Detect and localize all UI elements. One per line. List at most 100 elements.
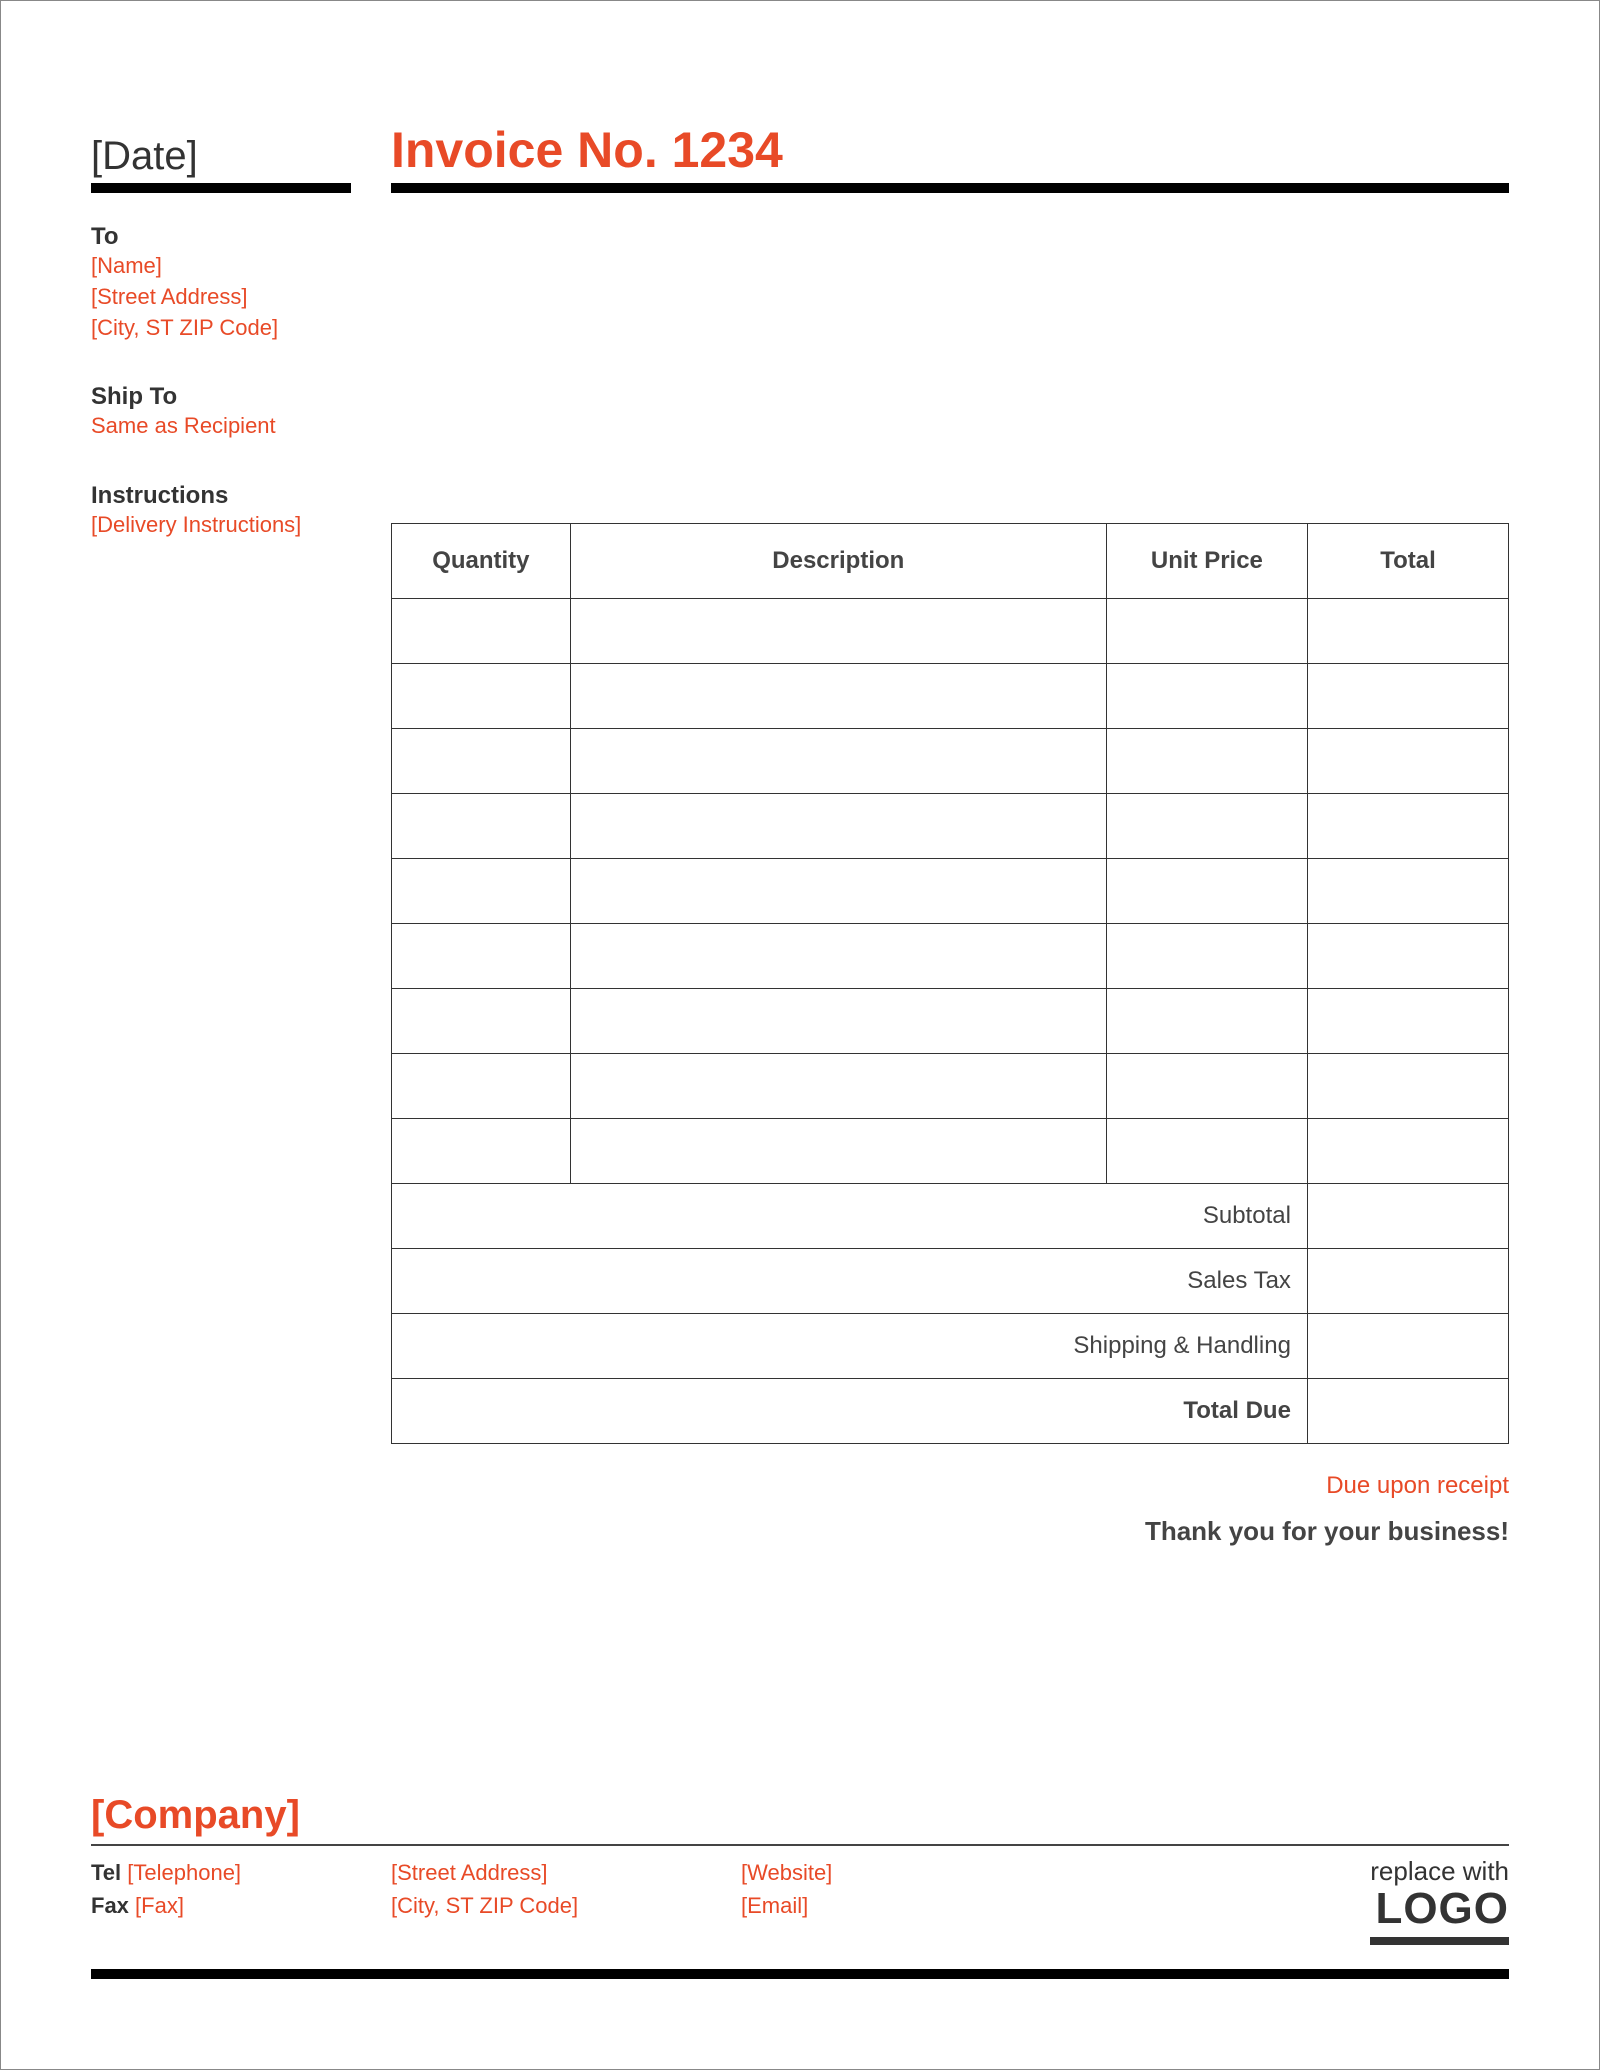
table-cell — [1106, 794, 1307, 859]
table-cell — [1307, 1054, 1508, 1119]
to-label: To — [91, 223, 351, 251]
table-cell — [392, 1054, 571, 1119]
date-block: [Date] — [91, 134, 351, 193]
table-cell — [1307, 924, 1508, 989]
recipient-city: [City, ST ZIP Code] — [91, 313, 351, 344]
thank-you-text: Thank you for your business! — [391, 1516, 1509, 1547]
footer-col-contact: Tel [Telephone] Fax [Fax] — [91, 1856, 391, 1922]
summary-label: Subtotal — [392, 1184, 1308, 1249]
recipient-name: [Name] — [91, 251, 351, 282]
logo-placeholder: replace with LOGO — [1370, 1856, 1509, 1945]
table-cell — [570, 664, 1106, 729]
fax-value: [Fax] — [135, 1893, 184, 1918]
logo-box: replace with LOGO — [1001, 1856, 1509, 1945]
footer: [Company] Tel [Telephone] Fax [Fax] [Str… — [91, 1793, 1509, 1979]
table-row — [392, 989, 1509, 1054]
content-column: Quantity Description Unit Price Total Su… — [391, 223, 1509, 1547]
table-cell — [570, 794, 1106, 859]
table-cell — [1307, 989, 1508, 1054]
table-cell — [570, 859, 1106, 924]
summary-value — [1307, 1184, 1508, 1249]
table-cell — [1307, 664, 1508, 729]
to-section: To [Name] [Street Address] [City, ST ZIP… — [91, 223, 351, 343]
table-header-row: Quantity Description Unit Price Total — [392, 524, 1509, 599]
recipient-street: [Street Address] — [91, 282, 351, 313]
table-cell — [392, 794, 571, 859]
logo-line2: LOGO — [1370, 1887, 1509, 1931]
table-row — [392, 1054, 1509, 1119]
tel-label: Tel — [91, 1860, 121, 1885]
ship-to-section: Ship To Same as Recipient — [91, 383, 351, 442]
footer-street: [Street Address] — [391, 1856, 741, 1889]
table-cell — [570, 729, 1106, 794]
summary-value — [1307, 1314, 1508, 1379]
table-cell — [570, 989, 1106, 1054]
table-cell — [1106, 729, 1307, 794]
invoice-title: Invoice No. 1234 — [391, 122, 783, 178]
table-row — [392, 729, 1509, 794]
col-header-quantity: Quantity — [392, 524, 571, 599]
footer-columns: Tel [Telephone] Fax [Fax] [Street Addres… — [91, 1844, 1509, 1979]
after-table-block: Due upon receipt Thank you for your busi… — [391, 1472, 1509, 1547]
total-due-row: Total Due — [392, 1379, 1509, 1444]
title-block: Invoice No. 1234 — [391, 121, 1509, 193]
instructions-label: Instructions — [91, 482, 351, 510]
table-cell — [392, 1119, 571, 1184]
table-cell — [1106, 1119, 1307, 1184]
table-cell — [1106, 599, 1307, 664]
table-cell — [1307, 859, 1508, 924]
table-cell — [1307, 794, 1508, 859]
table-row — [392, 1119, 1509, 1184]
due-upon-receipt: Due upon receipt — [391, 1472, 1509, 1500]
table-row — [392, 924, 1509, 989]
table-cell — [1106, 924, 1307, 989]
table-cell — [1106, 664, 1307, 729]
meta-column: To [Name] [Street Address] [City, ST ZIP… — [91, 223, 351, 1547]
invoice-table: Quantity Description Unit Price Total Su… — [391, 523, 1509, 1444]
subtotal-row: Subtotal — [392, 1184, 1509, 1249]
date-placeholder: [Date] — [91, 134, 198, 178]
sales-tax-row: Sales Tax — [392, 1249, 1509, 1314]
ship-to-value: Same as Recipient — [91, 411, 351, 442]
invoice-tbody: SubtotalSales TaxShipping & HandlingTota… — [392, 599, 1509, 1444]
instructions-value: [Delivery Instructions] — [91, 510, 351, 541]
company-name: [Company] — [91, 1793, 1509, 1844]
invoice-page: [Date] Invoice No. 1234 To [Name] [Stree… — [0, 0, 1600, 2070]
table-cell — [1307, 1119, 1508, 1184]
table-cell — [1106, 859, 1307, 924]
body-row: To [Name] [Street Address] [City, ST ZIP… — [91, 223, 1509, 1547]
table-cell — [392, 664, 571, 729]
footer-city: [City, ST ZIP Code] — [391, 1889, 741, 1922]
table-cell — [392, 859, 571, 924]
footer-col-web: [Website] [Email] — [741, 1856, 1001, 1922]
footer-email: [Email] — [741, 1889, 1001, 1922]
footer-col-address: [Street Address] [City, ST ZIP Code] — [391, 1856, 741, 1922]
summary-label: Shipping & Handling — [392, 1314, 1308, 1379]
fax-label: Fax — [91, 1893, 129, 1918]
total-due-value — [1307, 1379, 1508, 1444]
col-header-total: Total — [1307, 524, 1508, 599]
total-due-label: Total Due — [392, 1379, 1308, 1444]
summary-label: Sales Tax — [392, 1249, 1308, 1314]
ship-to-label: Ship To — [91, 383, 351, 411]
table-cell — [1106, 1054, 1307, 1119]
instructions-section: Instructions [Delivery Instructions] — [91, 482, 351, 541]
table-cell — [570, 1054, 1106, 1119]
table-row — [392, 599, 1509, 664]
footer-website: [Website] — [741, 1856, 1001, 1889]
header-row: [Date] Invoice No. 1234 — [91, 121, 1509, 193]
table-row — [392, 859, 1509, 924]
logo-line1: replace with — [1370, 1856, 1509, 1887]
table-cell — [392, 729, 571, 794]
col-header-description: Description — [570, 524, 1106, 599]
col-header-unit-price: Unit Price — [1106, 524, 1307, 599]
table-cell — [392, 599, 571, 664]
summary-value — [1307, 1249, 1508, 1314]
table-cell — [570, 599, 1106, 664]
table-cell — [392, 989, 571, 1054]
table-row — [392, 664, 1509, 729]
table-cell — [570, 924, 1106, 989]
table-cell — [392, 924, 571, 989]
table-cell — [1106, 989, 1307, 1054]
table-cell — [1307, 599, 1508, 664]
